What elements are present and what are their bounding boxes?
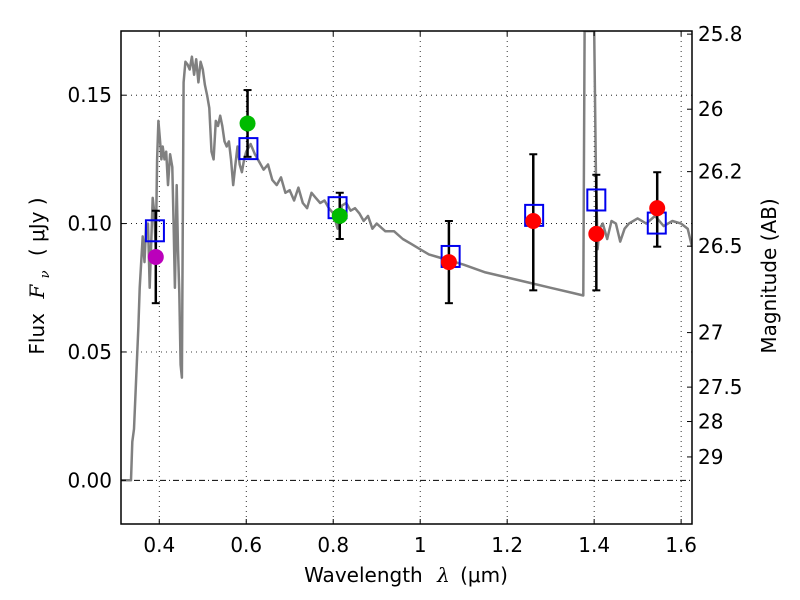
x-tick-label: 0.8 <box>317 533 349 557</box>
y2-tick-label: 27.5 <box>698 375 743 399</box>
x-axis-label-prefix: Wavelength <box>304 563 423 587</box>
x-axis-ticks: 0.4 0.6 0.8 1 1.2 1.4 1.6 <box>143 31 697 557</box>
y2-tick-label: 25.8 <box>698 22 743 46</box>
model-box <box>586 188 607 212</box>
observation-points <box>147 115 666 271</box>
y2-tick-label: 29 <box>698 445 723 469</box>
y2-tick-label: 26.5 <box>698 234 743 258</box>
observation-point <box>331 207 348 224</box>
y-tick-label: 0.05 <box>67 340 112 364</box>
x-axis-label-unit: (μm) <box>460 563 508 587</box>
y-axis-label-symbol: F <box>25 284 49 300</box>
y2-tick-label: 27 <box>698 321 723 345</box>
x-axis-label-symbol: λ <box>436 563 450 587</box>
model-box <box>238 137 259 161</box>
model-box <box>144 219 165 243</box>
y-axis-label-unit: ( μJy ) <box>25 197 49 256</box>
y-axis-ticks: 0.00 0.05 0.10 0.15 <box>67 83 126 492</box>
y-tick-label: 0.15 <box>67 83 112 107</box>
sed-model-curve <box>121 31 692 482</box>
x-tick-label: 1.4 <box>578 533 610 557</box>
observation-point <box>440 254 457 271</box>
x-tick-label: 1.2 <box>491 533 523 557</box>
y2-tick-label: 26.2 <box>698 160 743 184</box>
x-tick-label: 0.4 <box>143 533 175 557</box>
observation-point <box>649 200 666 217</box>
y-tick-label: 0.10 <box>67 212 112 236</box>
y2-tick-label: 26 <box>698 97 723 121</box>
y-axis-label-prefix: Flux <box>25 313 49 355</box>
y-axis-label: Flux F ν ( μJy ) <box>25 197 54 354</box>
x-tick-label: 1.6 <box>665 533 697 557</box>
y2-axis-label: Magnitude (AB) <box>757 198 781 353</box>
x-axis-label: Wavelength λ (μm) <box>304 563 508 587</box>
x-tick-label: 1 <box>414 533 427 557</box>
observation-point <box>588 225 605 242</box>
axes-frame <box>120 30 693 525</box>
y-axis-label-subscript: ν <box>38 270 53 278</box>
observation-point <box>525 213 542 230</box>
y-tick-label: 0.00 <box>67 468 112 492</box>
observation-point <box>147 248 164 265</box>
y2-axis-ticks: 25.8 26 26.2 26.5 27 27.5 28 29 <box>687 22 743 469</box>
y2-tick-label: 28 <box>698 410 723 434</box>
plot-area <box>121 31 692 482</box>
observation-point <box>239 115 256 132</box>
x-tick-label: 0.6 <box>230 533 262 557</box>
